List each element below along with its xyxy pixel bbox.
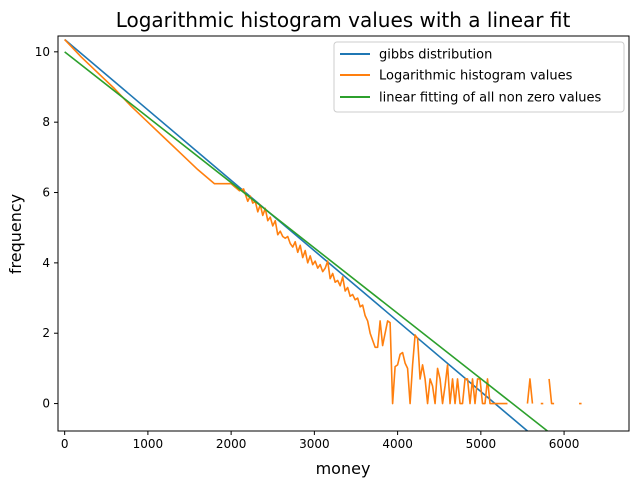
x-tick-label: 6000	[549, 437, 580, 451]
y-tick-label: 6	[42, 186, 50, 200]
series-line-linear-fitting-of-all-non-zero-values	[64, 51, 548, 431]
series-line-logarithmic-histogram-values	[64, 38, 582, 405]
series-line-gibbs-distribution	[64, 38, 528, 431]
legend-label-gibbs-distribution: gibbs distribution	[379, 48, 492, 63]
legend-label-linear-fitting: linear fitting of all non zero values	[379, 91, 602, 106]
x-tick-label: 1000	[133, 437, 164, 451]
legend-frame	[333, 41, 625, 113]
x-axis-label: money	[316, 459, 371, 478]
legend: gibbs distribution Logarithmic histogram…	[333, 41, 625, 113]
legend-label-logarithmic-histogram-values: Logarithmic histogram values	[379, 69, 573, 84]
chart-title: Logarithmic histogram values with a line…	[116, 8, 571, 32]
x-tick-label: 2000	[216, 437, 247, 451]
y-tick-label: 10	[35, 45, 50, 59]
y-tick-label: 8	[42, 115, 50, 129]
y-axis-ticks: 0 2 4 6 8 10	[35, 45, 58, 411]
y-tick-label: 4	[42, 256, 50, 270]
plot-lines	[64, 38, 582, 431]
x-tick-label: 5000	[466, 437, 497, 451]
y-tick-label: 0	[42, 397, 50, 411]
y-tick-label: 2	[42, 326, 50, 340]
plot-area-frame	[57, 35, 630, 432]
y-axis-label: frequency	[6, 194, 25, 274]
x-tick-label: 4000	[382, 437, 413, 451]
x-tick-label: 0	[61, 437, 69, 451]
x-axis-ticks: 0 1000 2000 3000 4000 5000 6000	[61, 431, 580, 451]
x-tick-label: 3000	[299, 437, 330, 451]
